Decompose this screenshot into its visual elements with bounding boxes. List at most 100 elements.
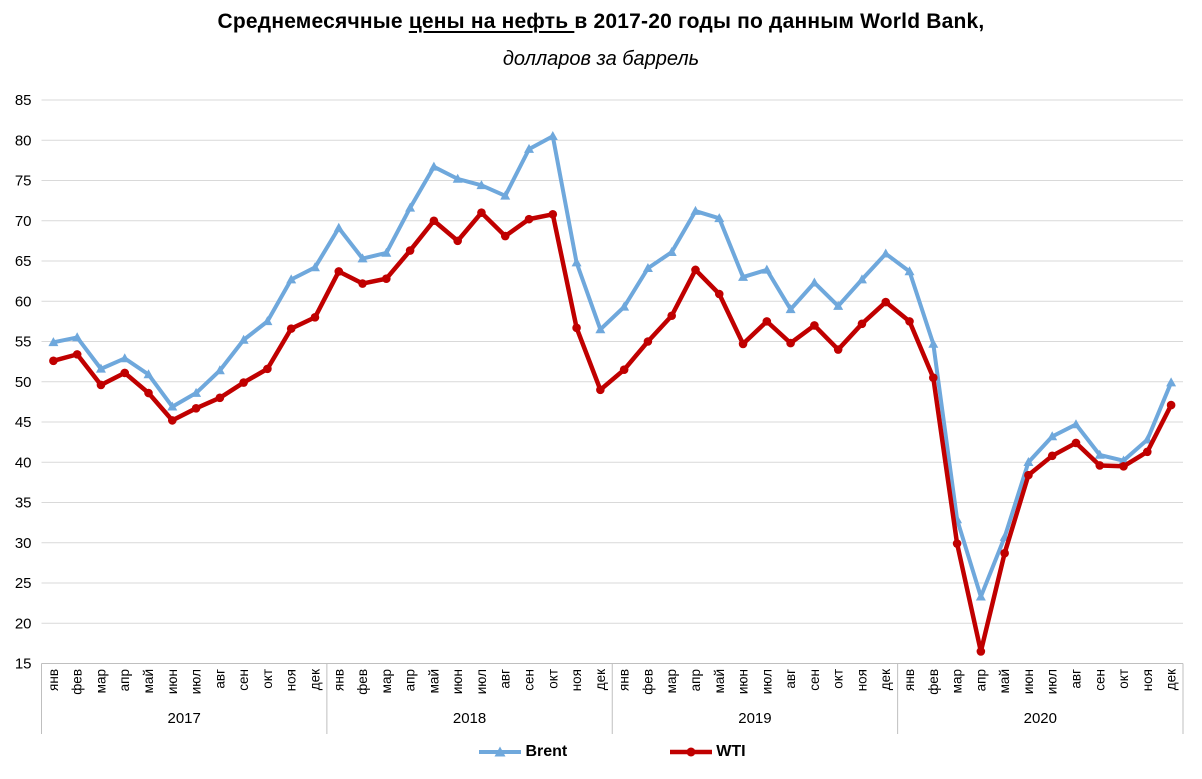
wti-point-marker: [1095, 461, 1105, 470]
wti-point-marker: [72, 350, 82, 359]
month-label: июн: [1021, 669, 1036, 694]
month-label: окт: [260, 669, 275, 689]
chart-subtitle: долларов за баррель: [502, 48, 700, 70]
month-label: окт: [545, 669, 560, 689]
brent-point-marker: [405, 202, 416, 212]
legend-label-brent: Brent: [525, 743, 568, 760]
month-label: окт: [831, 669, 846, 689]
brent-point-marker: [452, 173, 463, 183]
brent-point-marker: [833, 300, 844, 310]
wti-point-marker: [144, 388, 153, 398]
series-brent: [48, 131, 1177, 601]
wti-point-marker: [453, 236, 462, 246]
gridlines: [41, 99, 1183, 624]
month-label: фев: [926, 669, 941, 695]
wti-point-marker: [786, 338, 795, 348]
brent-point-marker: [143, 369, 154, 379]
month-label: май: [426, 669, 441, 693]
brent-point-marker: [476, 180, 487, 190]
wti-point-marker: [572, 323, 581, 333]
brent-point-marker: [119, 353, 130, 363]
x-axis-years: 2017 2018 2019 2020: [168, 710, 1058, 727]
month-label: май: [712, 669, 727, 693]
wti-point-marker: [477, 208, 486, 217]
brent-point-marker: [975, 591, 986, 601]
year-label: 2017: [168, 710, 201, 727]
brent-point-marker: [214, 365, 225, 375]
brent-point-marker: [191, 387, 202, 397]
brent-point-marker: [1047, 431, 1058, 441]
month-label: янв: [902, 669, 917, 691]
brent-point-marker: [571, 257, 582, 267]
brent-point-marker: [738, 271, 749, 281]
year-label: 2019: [738, 710, 771, 727]
wti-point-marker: [857, 319, 867, 329]
brent-point-marker: [95, 363, 106, 373]
month-label: апр: [688, 669, 703, 691]
month-label: авг: [1068, 669, 1083, 689]
month-label: апр: [973, 669, 988, 691]
month-label: июл: [759, 669, 774, 694]
brent-point-marker: [48, 337, 59, 347]
wti-line: [51, 210, 1174, 654]
brent-point-marker: [880, 248, 891, 258]
y-tick-label: 60: [15, 293, 32, 310]
brent-point-marker: [72, 332, 83, 342]
month-label: апр: [403, 669, 418, 691]
month-label: июл: [1045, 669, 1060, 694]
month-label: май: [997, 669, 1012, 693]
wti-point-marker: [263, 364, 272, 374]
month-label: авг: [212, 669, 227, 689]
wti-point-marker: [548, 210, 558, 219]
y-tick-label: 70: [15, 213, 32, 230]
legend: Brent WTI: [41, 743, 1183, 761]
wti-point-marker: [167, 416, 177, 425]
month-label: сен: [236, 669, 251, 691]
brent-point-marker: [642, 263, 653, 273]
brent-point-marker: [904, 266, 915, 276]
month-label: июн: [165, 669, 180, 694]
brent-point-marker: [690, 205, 701, 215]
y-tick-label: 75: [15, 173, 32, 190]
month-label: янв: [617, 669, 632, 691]
brent-point-marker: [595, 324, 606, 334]
wti-point-marker: [952, 539, 962, 548]
month-label: фев: [640, 669, 655, 695]
brent-point-marker: [785, 304, 796, 314]
month-label: мар: [950, 669, 965, 693]
brent-line: [51, 134, 1174, 599]
wti-point-marker: [429, 216, 439, 226]
wti-point-marker: [833, 345, 843, 354]
brent-point-marker: [500, 190, 511, 200]
series-wti: [49, 208, 1176, 656]
month-label: янв: [331, 669, 346, 691]
month-label: июн: [736, 669, 751, 694]
month-label: апр: [117, 669, 132, 691]
brent-point-marker: [666, 246, 677, 256]
wti-point-marker: [762, 317, 772, 326]
month-label: июл: [189, 669, 204, 694]
wti-point-marker: [976, 647, 986, 656]
y-tick-label: 85: [15, 92, 32, 109]
y-tick-label: 40: [15, 454, 32, 471]
brent-point-marker: [309, 262, 320, 272]
brent-point-marker: [809, 277, 820, 287]
brent-point-marker: [286, 274, 297, 284]
y-axis-labels: 15 20 25 30 35 40 45 50 55 60 65 70 75 80 85: [15, 92, 32, 673]
month-label: мар: [93, 669, 108, 693]
brent-point-marker: [1070, 419, 1081, 429]
month-label: сен: [807, 669, 822, 691]
y-tick-label: 50: [15, 374, 32, 391]
wti-line-circle-marker-icon: [670, 747, 713, 757]
wti-point-marker: [1000, 548, 1009, 558]
brent-point-marker: [428, 161, 439, 171]
month-label: фев: [70, 669, 85, 695]
month-label: фев: [355, 669, 370, 695]
brent-line-triangle-marker-icon: [479, 746, 522, 757]
y-tick-label: 65: [15, 253, 32, 270]
year-label: 2020: [1024, 710, 1057, 727]
wti-point-marker: [500, 231, 510, 241]
title-underlined: цены на нефть: [408, 10, 575, 33]
x-axis-months: янв фев мар апр май июн июл авг сен окт ноя дек янв ф…: [46, 669, 1179, 695]
